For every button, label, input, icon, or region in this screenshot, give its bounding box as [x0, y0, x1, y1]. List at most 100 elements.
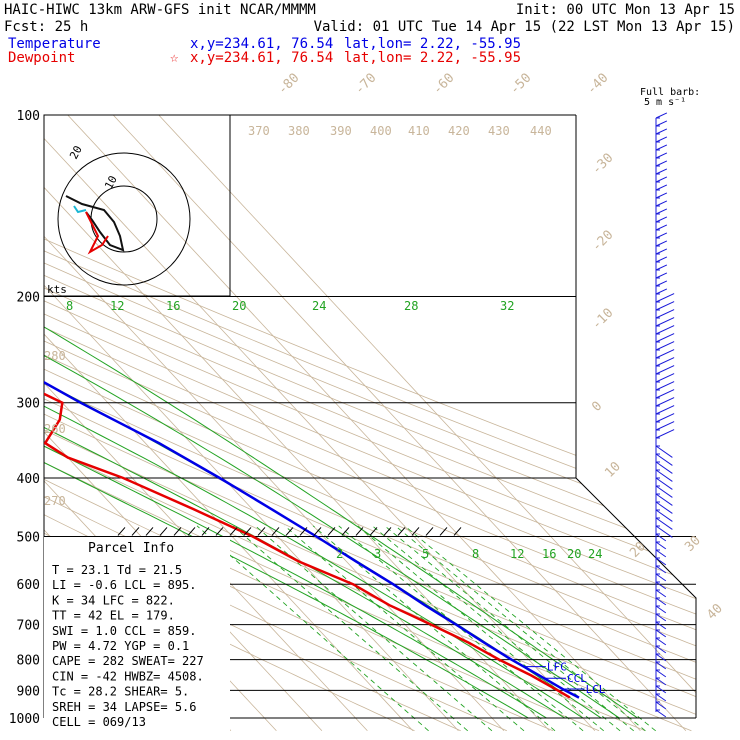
wind-barb-flag — [655, 280, 668, 287]
parcel-info-row: SREH = 34 LAPSE= 5.6 — [52, 700, 197, 714]
isotherm-line — [112, 115, 687, 732]
temp-legend-xy: x,y=234.61, 76.54 — [190, 36, 333, 52]
parcel-info-row: PW = 4.72 YGP = 0.1 — [52, 639, 189, 653]
mixing-ratio-label: 12 — [510, 547, 524, 561]
mixing-ratio-label: 24 — [312, 299, 326, 313]
wind-barb-flag — [655, 629, 667, 638]
wind-barb-flag — [655, 541, 667, 550]
wind-barb-flag — [655, 589, 667, 598]
level-tick — [201, 527, 210, 536]
wind-barb-flag — [655, 613, 667, 622]
wind-barb-flag — [655, 349, 675, 359]
level-tick — [173, 527, 182, 536]
mixing-ratio-label: 20 — [232, 299, 246, 313]
temp-legend-label: Temperature — [8, 36, 101, 52]
parcel-info-row: SWI = 1.0 CCL = 859. — [52, 624, 197, 638]
wind-barb-flag — [655, 389, 675, 399]
wind-barb-flag — [655, 573, 667, 582]
theta-label: 280 — [44, 349, 66, 363]
wind-barb-flag — [655, 224, 668, 231]
wind-barb-flag — [655, 637, 667, 646]
mixing-ratio-line — [196, 525, 429, 732]
mixing-ratio-line — [338, 525, 584, 732]
level-tick — [145, 527, 154, 536]
level-tick — [411, 527, 420, 536]
wind-barb-flag — [655, 461, 673, 474]
header-title: HAIC-HIWC 13km ARW-GFS init NCAR/MMMM — [4, 2, 316, 18]
mixing-ratio-label: 2 — [336, 547, 343, 561]
wind-barb-flag — [655, 597, 667, 606]
level-tick — [355, 527, 364, 536]
dry-adiabat-line — [44, 115, 696, 732]
isotherm-line — [67, 115, 641, 732]
theta-label: 400 — [370, 124, 392, 138]
mixing-ratio-line — [372, 525, 621, 732]
barb-legend-line1: Full barb: — [640, 87, 700, 98]
dry-adiabat-line — [44, 115, 646, 732]
pressure-tick-label: 700 — [17, 619, 40, 634]
parcel-info-row: CAPE = 282 SWEAT= 227 — [52, 654, 204, 668]
mixing-ratio-label: 16 — [166, 299, 180, 313]
pressure-tick-label: 800 — [17, 654, 40, 669]
wind-barb-flag — [655, 357, 675, 367]
wind-barbs — [655, 112, 675, 718]
hodograph-ring-outer — [57, 152, 191, 286]
hodograph-units: kts — [47, 283, 67, 296]
dry-adiabat-line — [44, 115, 696, 732]
wind-barb-flag — [655, 216, 668, 223]
wind-barb-flag — [655, 112, 668, 119]
wind-barb-flag — [655, 184, 668, 191]
wind-barb-flag — [655, 160, 668, 167]
wind-barb-flag — [655, 525, 673, 538]
wind-barb-flag — [655, 653, 667, 662]
wind-barb-flag — [655, 128, 668, 135]
pressure-tick-label: 1000 — [9, 712, 40, 727]
wind-barb-flag — [655, 501, 673, 514]
wind-barb-flag — [655, 325, 675, 335]
wind-barb-flag — [655, 168, 668, 175]
parcel-info-box — [44, 537, 230, 737]
mixing-ratio-label: 8 — [472, 547, 479, 561]
dew-legend-label: Dewpoint — [8, 50, 75, 66]
header-fcst: Fcst: 25 h — [4, 19, 88, 35]
wind-barb-flag — [655, 581, 667, 590]
wind-barb-flag — [655, 477, 673, 490]
hodograph-trace — [65, 195, 125, 252]
wind-barb-flag — [655, 152, 668, 159]
dry-adiabat-line — [44, 115, 696, 732]
mixing-ratio-label: 20 — [567, 547, 581, 561]
barb-legend: Full barb: 5 m s⁻¹ — [640, 87, 700, 108]
dry-adiabat-line — [44, 115, 696, 732]
profiles — [44, 115, 580, 699]
parcel-info-row: Tc = 28.2 SHEAR= 5. — [52, 685, 189, 699]
mixing-ratio-label: 24 — [588, 547, 602, 561]
barb-legend-line2: 5 m s⁻¹ — [644, 97, 686, 108]
wind-barb-flag — [655, 517, 673, 530]
mixing-ratio-line — [395, 525, 646, 732]
isotherm-line — [158, 115, 696, 732]
wind-barb-flag — [655, 288, 668, 295]
level-tick — [159, 527, 168, 536]
level-tick — [299, 527, 308, 536]
pressure-tick-label: 600 — [17, 578, 40, 593]
parcel-info-title: Parcel Info — [88, 541, 174, 556]
moist-adiabat-line — [44, 220, 547, 719]
wind-barb-flag — [655, 645, 667, 654]
level-tick — [131, 527, 140, 536]
level-tick — [369, 527, 378, 536]
header: HAIC-HIWC 13km ARW-GFS init NCAR/MMMM In… — [4, 2, 735, 66]
wind-barb-flag — [655, 317, 675, 327]
dry-adiabat-line — [44, 115, 696, 732]
level-tick — [397, 527, 406, 536]
wind-barb-flag — [655, 176, 668, 183]
wind-barb-flag — [655, 709, 667, 718]
moist-adiabat-line — [44, 220, 566, 719]
wind-barb-flag — [655, 605, 667, 614]
dry-adiabat-line — [44, 115, 696, 732]
wind-barb-flag — [655, 397, 675, 407]
wind-barb-flag — [655, 373, 675, 383]
pressure-tick-label: 300 — [17, 397, 40, 412]
parcel-info: Parcel Info T = 23.1 Td = 21.5LI = -0.6 … — [44, 537, 230, 737]
header-init: Init: 00 UTC Mon 13 Apr 15 — [516, 2, 735, 18]
